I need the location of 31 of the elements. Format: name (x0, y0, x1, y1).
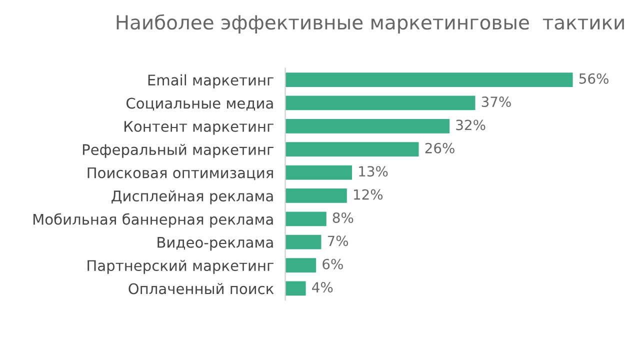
bar (285, 258, 316, 272)
bar (285, 72, 573, 87)
y-tick-label: Мобильная баннерная реклама (33, 213, 273, 228)
y-tick-label: Видео-реклама (158, 237, 273, 251)
y-tick-label: Контент маркетинг (124, 121, 274, 135)
y-tick-label: Дисплейная реклама (112, 190, 273, 204)
data-label: 32% (456, 120, 486, 130)
bar (285, 96, 476, 110)
data-label: 26% (425, 142, 454, 154)
bar (285, 188, 347, 203)
bar (285, 142, 419, 157)
data-label: 56% (579, 73, 608, 84)
bar (285, 118, 450, 134)
data-label: 37% (482, 96, 511, 108)
y-tick-label: Партнерский маркетинг (88, 260, 274, 274)
data-label: 8% (332, 212, 354, 223)
data-label: 6% (322, 258, 343, 270)
data-label: 4% (312, 282, 333, 293)
data-label: 7% (328, 236, 348, 246)
bar (285, 165, 352, 180)
y-tick-label: Социальные медиа (126, 98, 273, 111)
y-tick-label: Реферальный маркетинг (82, 144, 274, 158)
bar (285, 234, 322, 250)
bar (285, 212, 326, 226)
data-label: 13% (359, 166, 388, 177)
chart-title: Наиболее эффективные маркетинговые тактики (116, 14, 624, 34)
data-label: 12% (354, 189, 383, 200)
y-tick-label: Поисковая оптимизация (88, 167, 273, 180)
bar (285, 281, 306, 296)
y-tick-label: Оплаченный поиск (128, 283, 274, 294)
y-tick-label: Email маркетинг (148, 74, 274, 88)
